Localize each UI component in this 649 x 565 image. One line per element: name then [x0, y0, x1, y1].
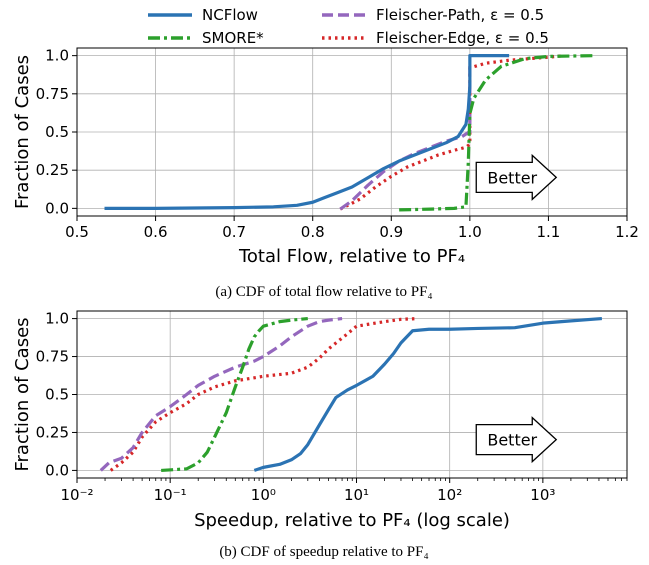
series-line-smore — [399, 54, 596, 212]
x-tick-label: 10⁰ — [251, 486, 276, 504]
legend-label-fedge: Fleischer-Edge, ε = 0.5 — [376, 29, 549, 47]
axes-frame — [76, 47, 628, 217]
series-line-ncflow — [104, 54, 510, 210]
y-tick-label: 0.0 — [45, 461, 69, 479]
y-tick-label: 0.5 — [45, 123, 69, 141]
x-axis-label: Speedup, relative to PF₄ (log scale) — [194, 510, 510, 531]
x-tick-label: 10⁻² — [60, 486, 93, 504]
x-tick-label: 10² — [437, 486, 462, 504]
series-line-fpath — [99, 316, 343, 472]
axes-frame — [76, 310, 628, 479]
series-group — [99, 316, 602, 473]
x-tick-label: 10³ — [530, 486, 555, 504]
chart-total-flow: 0.5 0.6 0.7 0.8 0.9 1.0 1.1 1.2 0.0 0.25 0.5 0.75 1.… — [12, 47, 639, 300]
y-tick-label: 0.75 — [36, 85, 69, 103]
x-tick-label: 0.6 — [144, 223, 168, 241]
y-tick-label: 0.25 — [36, 423, 69, 441]
x-axis-label: Total Flow, relative to PF₄ — [238, 246, 465, 267]
better-arrow — [475, 416, 558, 464]
x-tick-label: 10¹ — [344, 486, 369, 504]
y-tick-label: 0.25 — [36, 161, 69, 179]
series-line-smore — [161, 316, 308, 473]
y-tick-label: 0.5 — [45, 386, 69, 404]
series-group — [104, 54, 596, 212]
x-tick-label: 1.2 — [615, 223, 639, 241]
better-arrow — [475, 153, 558, 201]
legend-label-ncflow: NCFlow — [202, 6, 258, 24]
x-tick-label: 1.1 — [536, 223, 560, 241]
x-tick-label: 0.9 — [379, 223, 403, 241]
figure-caption: (b) CDF of speedup relative to PF₄ — [219, 544, 428, 560]
x-tick-label: 1.0 — [458, 223, 482, 241]
x-tick-label: 10⁻¹ — [154, 486, 187, 504]
better-label: Better — [487, 431, 537, 450]
y-axis-label: Fraction of Cases — [12, 55, 33, 209]
chart-speedup: 10⁻² 10⁻¹ 10⁰ 10¹ 10² 10³ 0.0 0.25 0.5 0.75 1.0 Bet… — [12, 310, 628, 560]
y-tick-label: 1.0 — [45, 47, 69, 65]
x-tick-label: 0.5 — [65, 223, 89, 241]
series-line-fedge — [339, 54, 565, 211]
x-tick-label: 0.7 — [222, 223, 246, 241]
legend-label-smore: SMORE* — [202, 29, 264, 47]
figure-caption: (a) CDF of total flow relative to PF₄ — [215, 284, 432, 300]
y-tick-label: 0.0 — [45, 199, 69, 217]
y-tick-label: 0.75 — [36, 348, 69, 366]
y-axis-label: Fraction of Cases — [12, 317, 33, 471]
series-line-ncflow — [253, 316, 602, 472]
legend-label-fpath: Fleischer-Path, ε = 0.5 — [376, 6, 544, 24]
legend: NCFlow SMORE* Fleischer-Path, ε = 0.5 Fleis… — [148, 6, 549, 47]
series-line-fpath — [339, 63, 472, 211]
series-line-fedge — [109, 316, 418, 472]
y-tick-label: 1.0 — [45, 310, 69, 328]
x-tick-label: 0.8 — [301, 223, 325, 241]
better-label: Better — [487, 168, 537, 187]
